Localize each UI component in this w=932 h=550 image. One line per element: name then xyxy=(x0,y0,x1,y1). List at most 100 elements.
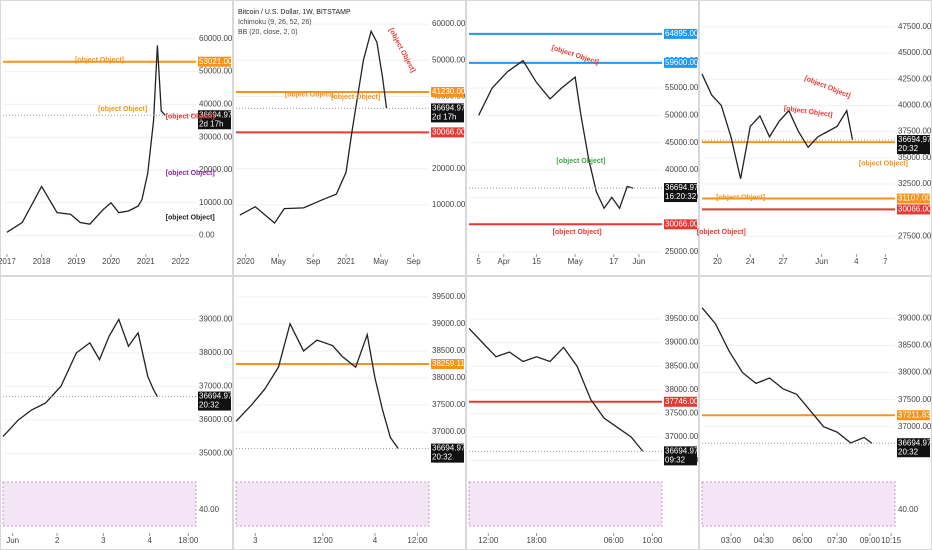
last-price-badge xyxy=(664,183,697,203)
last-price-badge xyxy=(664,446,697,466)
y-tick-label: 10000.00 xyxy=(432,200,466,209)
last-time-label: 20:32 xyxy=(898,144,919,153)
y-tick-label: 38000.00 xyxy=(432,373,466,382)
y-tick-label: 39000.00 xyxy=(432,319,466,328)
y-tick-label: 39000.00 xyxy=(665,338,699,347)
level-badge-label: 53021.00 xyxy=(199,57,233,66)
annotation: [object Object] xyxy=(553,229,602,236)
x-tick-label: 06:00 xyxy=(604,536,625,545)
last-price-badge xyxy=(431,443,464,463)
y-tick-label: 50000.00 xyxy=(432,55,466,64)
last-price-label: 36694.97 xyxy=(665,446,699,455)
x-tick-label: 3 xyxy=(101,536,106,545)
y-tick-label: 37000.00 xyxy=(432,427,466,436)
last-price-label: 36694.97 xyxy=(199,392,233,401)
last-price-badge xyxy=(431,103,464,123)
annotation: [object Object] xyxy=(166,170,215,177)
level-badge xyxy=(897,204,930,215)
y-tick-label: 37000.00 xyxy=(665,432,699,441)
x-tick-label: 12:00 xyxy=(313,536,334,545)
y-tick-label: 40000.00 xyxy=(199,100,233,109)
rsi-pane xyxy=(468,481,663,527)
y-tick-label: 10000.00 xyxy=(199,198,233,207)
y-tick-label: 55000.00 xyxy=(665,83,699,92)
x-tick-label: 24 xyxy=(746,257,755,266)
last-price-label: 36694.97 xyxy=(898,438,932,447)
last-price-label: 36694.97 xyxy=(665,183,699,192)
annotation: [object Object] xyxy=(285,91,334,98)
x-tick-label: May xyxy=(568,257,583,266)
rsi-pane xyxy=(2,481,197,527)
rsi-pane xyxy=(701,481,896,527)
chart-title: Ichimoku (9, 26, 52, 26) xyxy=(238,19,312,26)
x-tick-label: 12:00 xyxy=(478,536,499,545)
x-tick-label: May xyxy=(271,257,286,266)
panel-frame xyxy=(0,0,233,276)
last-time-label: 09:32 xyxy=(665,455,686,464)
y-tick-label: 35000.00 xyxy=(898,153,932,162)
y-tick-label: 37000.00 xyxy=(199,381,233,390)
level-badge xyxy=(664,57,697,68)
level-badge xyxy=(431,86,464,97)
price-line xyxy=(2,317,158,437)
annotation: [object Object] xyxy=(716,195,765,202)
panel-frame xyxy=(233,0,466,276)
x-tick-label: 4 xyxy=(147,536,152,545)
last-price-badge xyxy=(897,438,930,458)
y-tick-label: 37500.00 xyxy=(898,395,932,404)
level-badge xyxy=(897,410,930,421)
x-tick-label: 10:00 xyxy=(642,536,663,545)
y-tick-label: 39000.00 xyxy=(898,314,932,323)
last-price-label: 36694.97 xyxy=(432,104,466,113)
y-tick-label: 45000.00 xyxy=(665,138,699,147)
x-tick-label: 4 xyxy=(373,536,378,545)
annotation: [object Object] xyxy=(166,214,215,221)
annotation: [object Object] xyxy=(556,158,605,165)
x-tick-label: 18:00 xyxy=(527,536,548,545)
last-time-label: 2d 17h xyxy=(199,119,223,128)
level-badge-label: 37746.00 xyxy=(665,397,699,406)
y-tick-label: 40000.00 xyxy=(898,101,932,110)
annotation: [object Object] xyxy=(166,114,215,121)
last-time-label: 20:32 xyxy=(199,401,220,410)
y-tick-label: 30000.00 xyxy=(199,132,233,141)
level-badge xyxy=(431,358,464,369)
level-badge xyxy=(198,56,231,67)
y-tick-label: 37500.00 xyxy=(432,400,466,409)
last-price-label: 36694.97 xyxy=(898,135,932,144)
level-badge-label: 30066.00 xyxy=(432,127,466,136)
annotation: [object Object] xyxy=(75,57,124,64)
y-tick-label: 36000.00 xyxy=(199,415,233,424)
x-tick-label: 06:00 xyxy=(792,536,813,545)
price-line xyxy=(701,73,854,179)
x-tick-label: 07:30 xyxy=(827,536,848,545)
annotation: [object Object] xyxy=(859,160,908,167)
y-tick-label: 25000.00 xyxy=(665,247,699,256)
y-tick-label: 60000.00 xyxy=(199,34,233,43)
x-tick-label: 2020 xyxy=(237,257,255,266)
y-tick-label: 20000.00 xyxy=(432,164,466,173)
y-tick-label: 60000.00 xyxy=(432,19,466,28)
x-tick-label: 3 xyxy=(253,536,258,545)
x-tick-label: May xyxy=(373,257,388,266)
x-tick-label: 2021 xyxy=(137,257,155,266)
price-line xyxy=(239,29,388,225)
price-line xyxy=(6,45,166,233)
level-badge xyxy=(664,396,697,407)
rsi-tick-label: 40.00 xyxy=(898,505,919,514)
last-price-label: 36694.97 xyxy=(199,110,233,119)
y-tick-label: 37500.00 xyxy=(665,408,699,417)
price-line xyxy=(478,59,634,210)
x-tick-label: 4 xyxy=(854,257,859,266)
last-price-badge xyxy=(897,135,930,155)
y-tick-label: 37000.00 xyxy=(898,422,932,431)
y-tick-label: 38500.00 xyxy=(432,346,466,355)
level-badge xyxy=(664,28,697,39)
last-price-badge xyxy=(198,110,231,130)
y-tick-label: 32500.00 xyxy=(898,179,932,188)
x-tick-label: 17 xyxy=(609,257,618,266)
y-tick-label: 38000.00 xyxy=(665,385,699,394)
last-time-label: 20:32 xyxy=(898,447,919,456)
x-tick-label: 2019 xyxy=(67,257,85,266)
y-tick-label: 50000.00 xyxy=(665,110,699,119)
